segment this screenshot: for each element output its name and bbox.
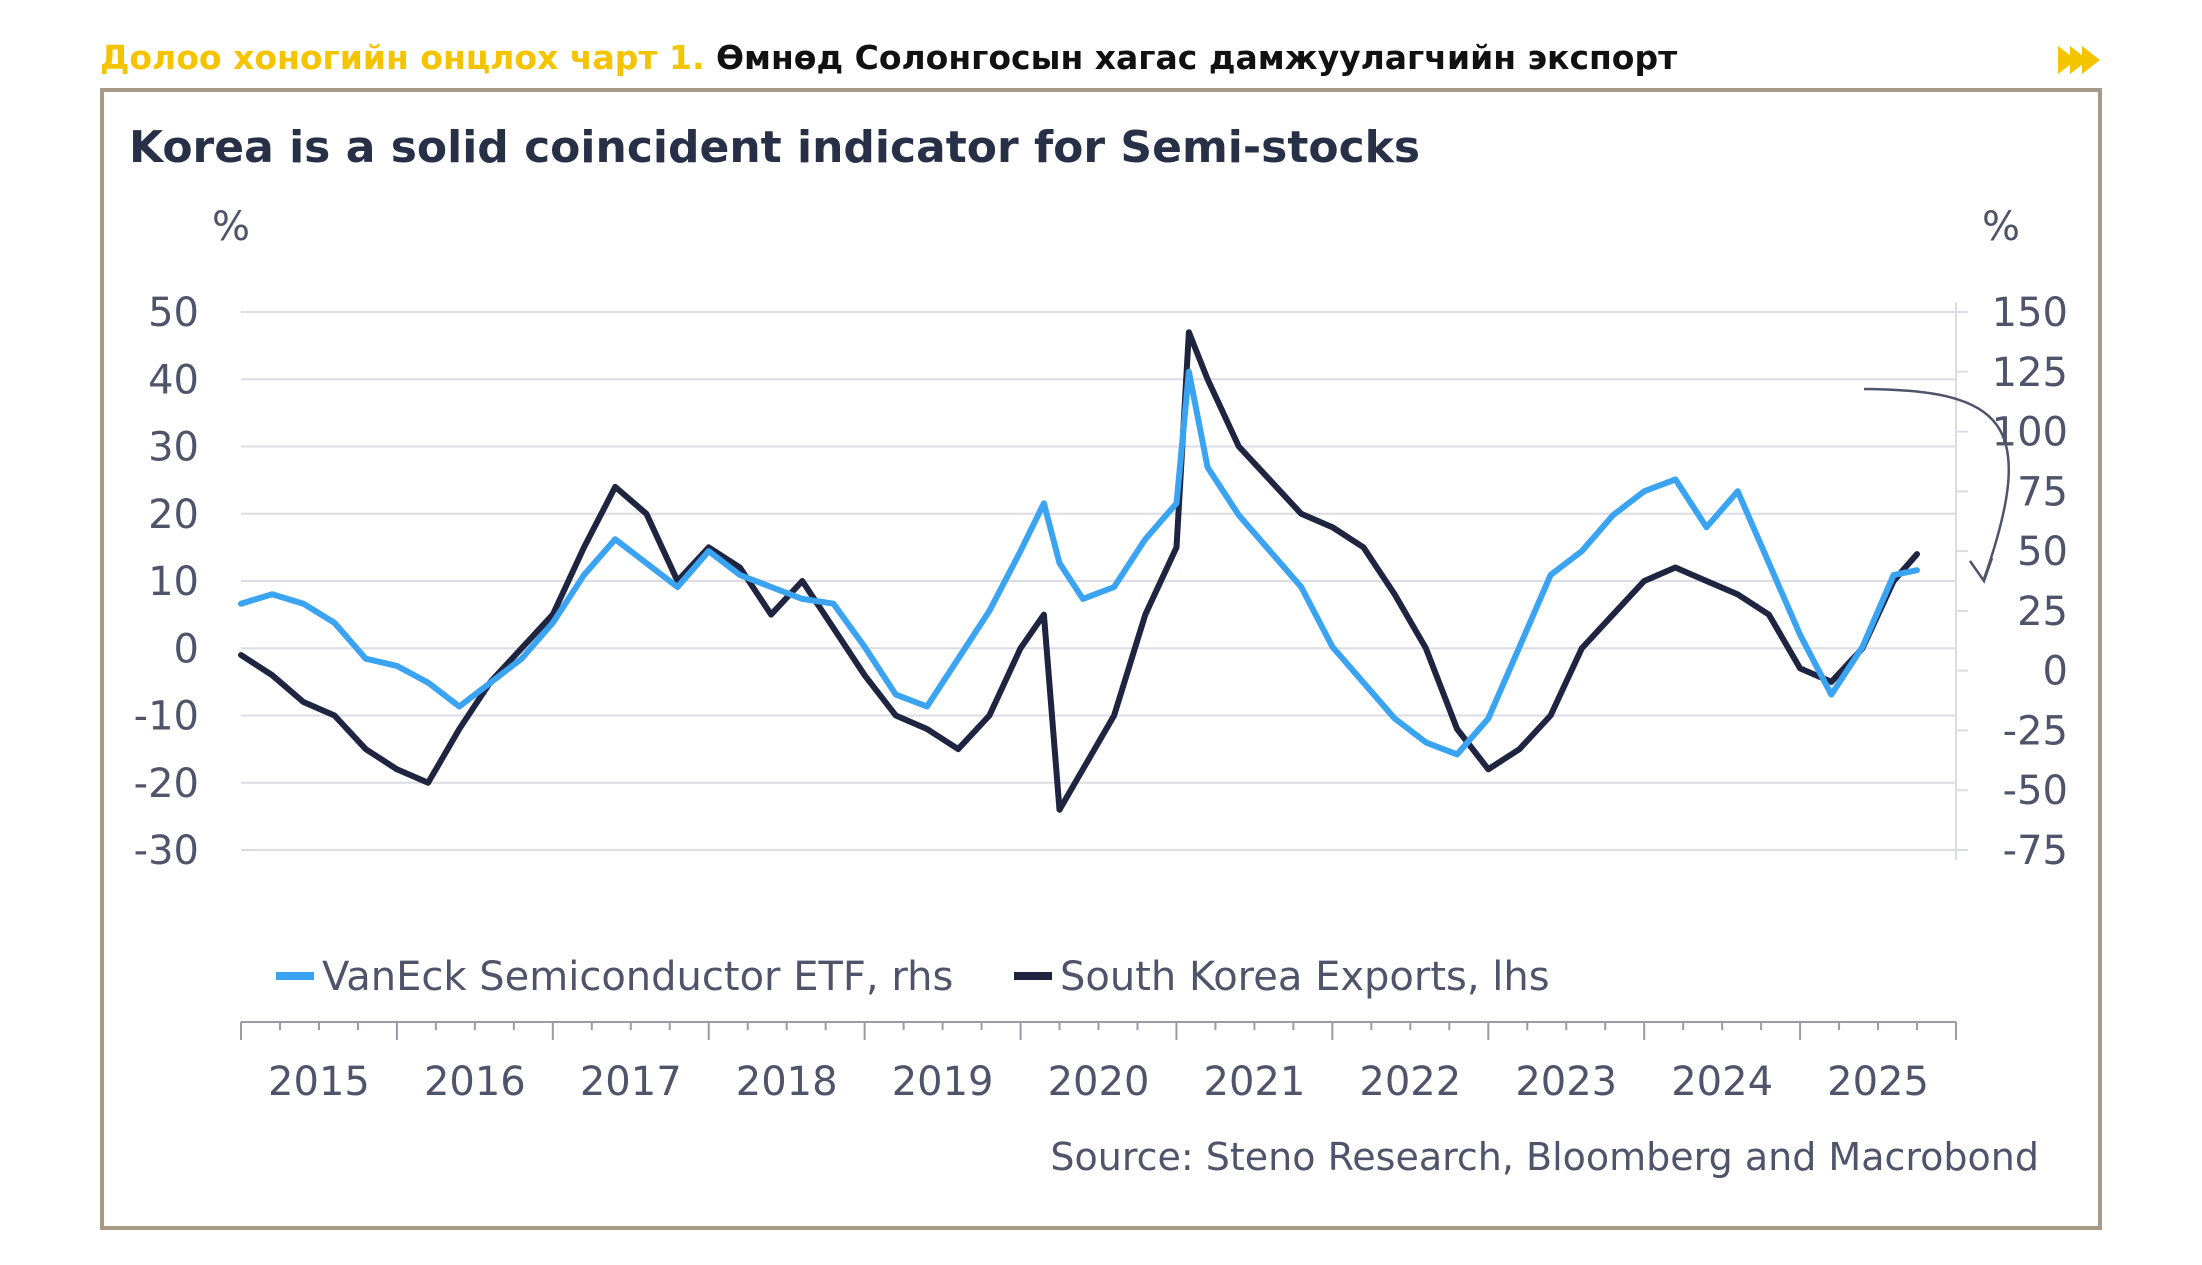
x-tick-label: 2016 [424,1059,526,1105]
series [238,329,1920,813]
left-axis-unit: % [212,204,250,250]
legend-exports-label: South Korea Exports, lhs [1060,954,1550,1000]
right-tick-label: -25 [2003,708,2068,754]
left-tick-label: 40 [148,357,199,403]
left-tick-label: 20 [148,492,199,538]
double-arrow-icon [2058,46,2100,74]
x-tick-label: 2021 [1204,1059,1306,1105]
x-axis: 2015 2016 2017 2018 2019 2020 2021 2022 2023 2024… [240,1021,1957,1105]
right-tick-label: 25 [2017,589,2068,635]
right-axis: 150 125 100 75 50 25 0 -25 -50 -75 [1956,290,2068,874]
left-tick-label: 50 [148,290,199,336]
x-tick-label: 2015 [268,1059,370,1105]
left-tick-label: 30 [148,425,199,471]
x-tick-label: 2023 [1515,1059,1617,1105]
right-tick-label: 125 [1992,350,2068,396]
annotation-arrow-head [1968,557,1994,584]
left-tick-label: 0 [174,626,199,672]
left-tick-label: -30 [134,828,199,874]
header-lead: Долоо хоногийн онцлох чарт 1. [100,38,705,77]
x-tick-label: 2022 [1359,1059,1461,1105]
left-tick-label: -10 [134,694,199,740]
right-tick-label: -75 [2003,828,2068,874]
right-tick-label: -50 [2003,768,2068,814]
right-tick-label: 100 [1992,410,2068,456]
x-tick-label: 2020 [1048,1059,1150,1105]
legend-etf-label: VanEck Semiconductor ETF, rhs [322,954,953,1000]
x-tick-label: 2017 [580,1059,682,1105]
page-header: Долоо хоногийн онцлох чарт 1. Өмнөд Соло… [100,38,1677,77]
right-tick-label: 75 [2017,469,2068,515]
right-tick-label: 150 [1992,290,2068,336]
grid [241,302,1957,860]
exports-series-line [238,329,1920,813]
etf-series-line [238,368,1920,758]
right-axis-unit: % [1982,204,2020,250]
chart-title: Korea is a solid coincident indicator fo… [129,122,1420,173]
annotation-arrow [1863,387,2010,580]
header-title: Өмнөд Солонгосын хагас дамжуулагчийн экс… [704,38,1678,77]
x-tick-label: 2019 [892,1059,994,1105]
left-tick-label: 10 [148,559,199,605]
left-tick-label: -20 [134,761,199,807]
right-tick-label: 0 [2043,649,2068,695]
left-axis: 50 40 30 20 10 0 -10 -20 -30 [134,290,199,874]
source-note: Source: Steno Research, Bloomberg and Ma… [1050,1135,2039,1179]
chart-frame: Korea is a solid coincident indicator fo… [100,88,2102,1230]
x-tick-label: 2018 [736,1059,838,1105]
x-tick-label: 2024 [1671,1059,1773,1105]
x-tick-label: 2025 [1827,1059,1929,1105]
right-tick-label: 50 [2017,529,2068,575]
legend: VanEck Semiconductor ETF, rhs South Kore… [276,954,1550,1000]
chart: Korea is a solid coincident indicator fo… [129,122,2068,1179]
